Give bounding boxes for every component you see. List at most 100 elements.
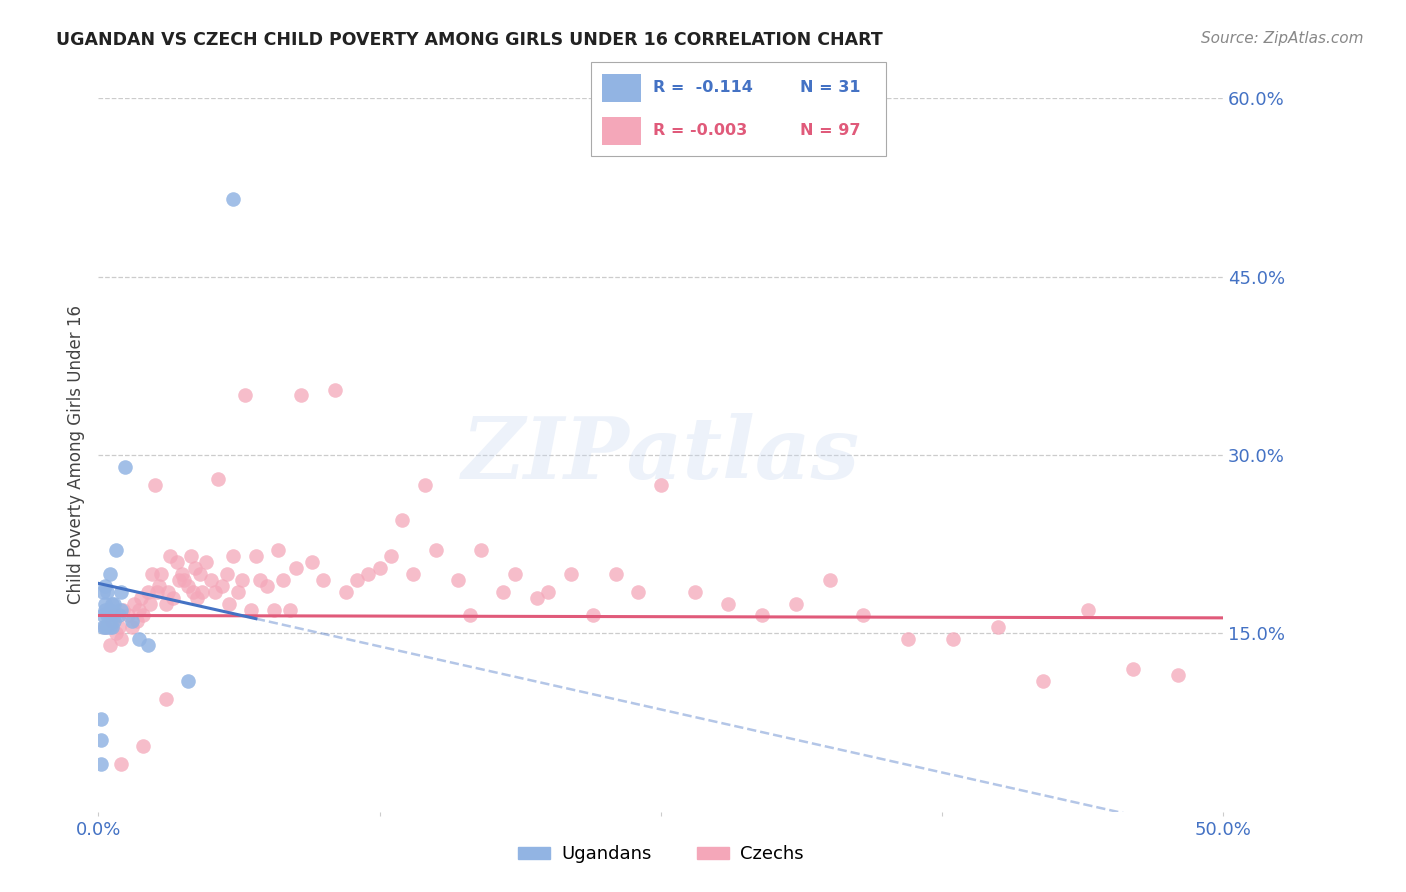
Point xyxy=(285,561,308,575)
Point xyxy=(211,579,233,593)
Point xyxy=(186,591,208,605)
Point xyxy=(98,602,121,616)
Text: N = 97: N = 97 xyxy=(800,123,860,138)
Point xyxy=(526,591,548,605)
Point xyxy=(233,388,256,402)
FancyBboxPatch shape xyxy=(591,62,886,156)
Point xyxy=(136,584,159,599)
Point xyxy=(987,620,1010,634)
Point xyxy=(96,584,118,599)
Point xyxy=(627,584,650,599)
Point xyxy=(166,555,188,569)
Point xyxy=(90,757,112,772)
Point xyxy=(90,712,112,726)
Point xyxy=(105,626,128,640)
Point xyxy=(222,549,245,563)
Point xyxy=(129,591,152,605)
Point xyxy=(1122,662,1144,676)
Point xyxy=(103,615,125,629)
Legend: Ugandans, Czechs: Ugandans, Czechs xyxy=(510,838,811,871)
Point xyxy=(155,597,177,611)
Point xyxy=(98,566,121,581)
Point xyxy=(132,608,155,623)
Bar xyxy=(602,74,641,102)
Point xyxy=(96,608,118,623)
Point xyxy=(181,584,204,599)
Point xyxy=(169,573,191,587)
Point xyxy=(249,573,271,587)
Point xyxy=(218,597,240,611)
Point xyxy=(312,573,335,587)
Point xyxy=(207,472,229,486)
Point xyxy=(107,620,129,634)
Point xyxy=(256,579,278,593)
Point xyxy=(110,584,132,599)
Point xyxy=(91,608,114,623)
Point xyxy=(112,602,135,616)
Point xyxy=(267,543,290,558)
Point xyxy=(180,549,202,563)
Point xyxy=(90,733,112,747)
Text: R =  -0.114: R = -0.114 xyxy=(652,80,752,95)
Point xyxy=(245,549,267,563)
Point xyxy=(683,584,706,599)
Point xyxy=(751,608,773,623)
Point xyxy=(222,192,245,206)
Point xyxy=(110,602,132,616)
Point xyxy=(94,597,117,611)
Point xyxy=(323,383,346,397)
Point xyxy=(173,573,195,587)
Point xyxy=(184,561,207,575)
Point xyxy=(121,615,143,629)
Point xyxy=(818,573,841,587)
Point xyxy=(215,566,238,581)
Point xyxy=(139,597,162,611)
Point xyxy=(1167,668,1189,682)
Point xyxy=(177,673,200,688)
Point xyxy=(458,608,481,623)
Point xyxy=(143,477,166,491)
Point xyxy=(157,584,180,599)
Point xyxy=(852,608,875,623)
Point xyxy=(368,561,391,575)
Point xyxy=(94,620,117,634)
Point xyxy=(278,602,301,616)
Point xyxy=(1032,673,1054,688)
Point xyxy=(785,597,807,611)
Point xyxy=(96,620,118,634)
Point xyxy=(121,620,143,634)
Point xyxy=(124,597,146,611)
Point xyxy=(136,638,159,652)
Point xyxy=(650,477,672,491)
Point xyxy=(537,584,560,599)
Point xyxy=(605,566,627,581)
Point xyxy=(94,620,117,634)
Point xyxy=(101,597,124,611)
Point xyxy=(263,602,285,616)
Point xyxy=(1077,602,1099,616)
Point xyxy=(391,513,413,527)
Point xyxy=(94,579,117,593)
Point xyxy=(159,549,181,563)
Point xyxy=(290,388,312,402)
Point xyxy=(107,608,129,623)
Point xyxy=(148,579,170,593)
Point xyxy=(103,597,125,611)
Point xyxy=(101,620,124,634)
Point xyxy=(177,579,200,593)
Point xyxy=(103,608,125,623)
Point xyxy=(132,739,155,754)
Point xyxy=(162,591,184,605)
Point xyxy=(170,566,193,581)
Point xyxy=(380,549,402,563)
Point xyxy=(191,584,214,599)
Point xyxy=(335,584,357,599)
Point xyxy=(94,602,117,616)
Point xyxy=(195,555,218,569)
Point xyxy=(447,573,470,587)
Point xyxy=(101,615,124,629)
Point xyxy=(357,566,380,581)
Point xyxy=(98,638,121,652)
Point xyxy=(155,691,177,706)
Point xyxy=(425,543,447,558)
